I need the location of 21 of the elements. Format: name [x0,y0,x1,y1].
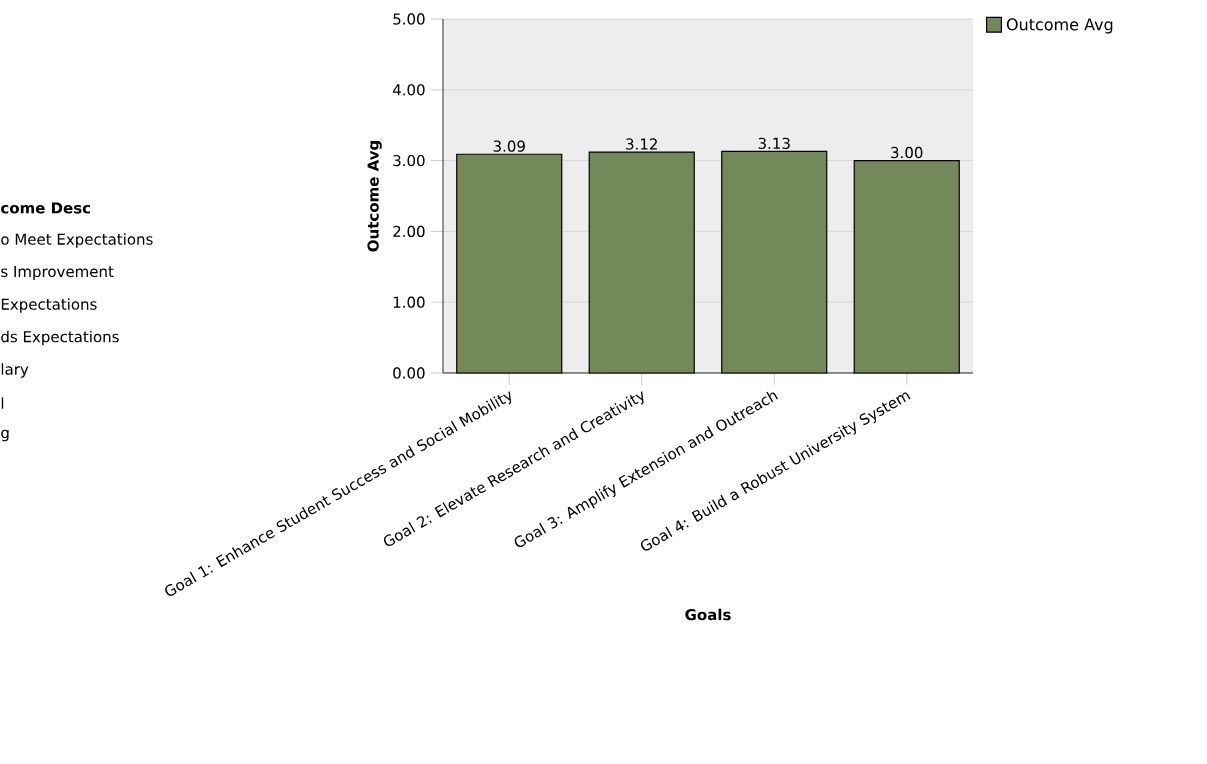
y-tick-label: 1.00 [393,296,425,308]
y-tick-label: 4.00 [392,84,425,96]
y-tick-label: 3.00 [393,154,425,167]
data-label: 3.12 [626,138,657,150]
text: Expectations [1,298,97,313]
x-axis-title: Goals [685,608,731,621]
text: come Desc [1,202,91,214]
data-label: 3.00 [891,146,923,159]
text: g [1,429,9,442]
legend-label: Outcome Avg [1006,18,1113,34]
text: l [1,397,4,409]
text: o Meet Expectations [1,233,153,248]
y-tick-label: 2.00 [393,225,425,238]
text: lary [1,363,29,378]
data-label: 3.09 [493,140,525,152]
data-label: 3.13 [758,137,790,149]
text: s Improvement [1,265,114,280]
y-tick-label: 5.00 [393,13,425,25]
y-tick-label: 0.00 [393,367,425,379]
y-axis-title: Outcome Avg [367,141,382,252]
text: ds Expectations [1,330,119,346]
